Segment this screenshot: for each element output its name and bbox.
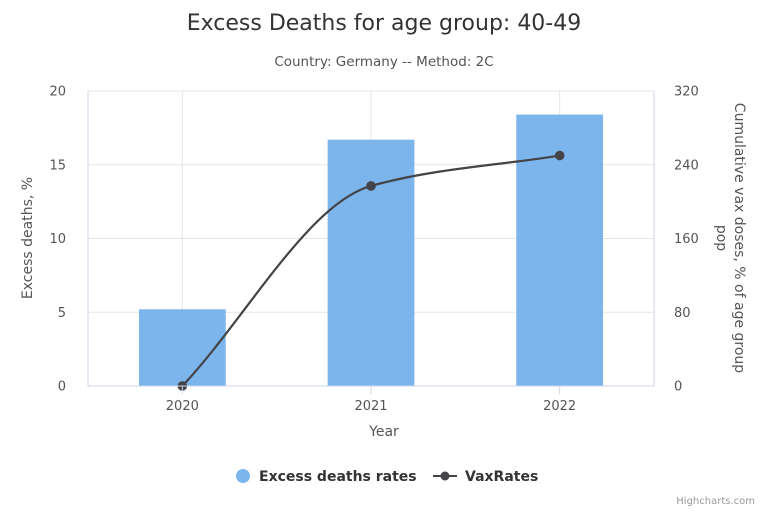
legend-item-excess-deaths[interactable]: Excess deaths rates	[236, 469, 417, 485]
legend-item-vaxrates[interactable]: VaxRates	[433, 469, 538, 485]
x-tick-label: 2020	[166, 399, 199, 414]
x-tick-label: 2021	[354, 399, 387, 414]
axes: 0 5 10 15 20 0 80 160 240 320 2020 2021 2022	[49, 85, 698, 415]
legend-swatch-marker	[440, 471, 450, 481]
line-series	[177, 150, 565, 391]
y-tick-label-right: 240	[674, 158, 699, 173]
x-tick-label: 2022	[543, 399, 576, 414]
y-tick-label-left: 20	[49, 85, 66, 100]
legend: Excess deaths rates VaxRates	[236, 469, 538, 485]
vaxrates-point-2021	[366, 181, 376, 191]
y-tick-label-right: 0	[674, 380, 682, 395]
vaxrates-line	[181, 154, 560, 387]
legend-label-excess-deaths: Excess deaths rates	[259, 469, 417, 485]
y-tick-label-left: 5	[58, 306, 66, 321]
y-tick-label-right: 320	[674, 85, 699, 100]
y-tick-label-right: 80	[674, 306, 691, 321]
bar-2021	[327, 139, 415, 386]
credits-link[interactable]: Highcharts.com	[676, 496, 755, 507]
y-axis-title-right: Cumulative vax doses, % of age group pop	[713, 103, 747, 374]
bar-2020	[138, 309, 226, 386]
bar-series	[138, 114, 604, 386]
y-axis-title-left: Excess deaths, %	[20, 177, 36, 299]
y-tick-label-left: 15	[49, 158, 66, 173]
chart-subtitle: Country: Germany -- Method: 2C	[274, 54, 493, 70]
y-axis-title-right-line1: Cumulative vax doses, % of age group	[731, 103, 747, 374]
legend-label-vaxrates: VaxRates	[465, 469, 538, 485]
y-tick-label-left: 10	[49, 232, 66, 247]
y-axis-title-right-line2: pop	[713, 225, 729, 251]
vaxrates-point-2022	[554, 150, 565, 161]
legend-swatch-bar	[236, 469, 250, 483]
chart-title: Excess Deaths for age group: 40-49	[187, 11, 582, 36]
y-tick-label-left: 0	[58, 380, 66, 395]
x-axis-title: Year	[368, 424, 399, 440]
y-tick-label-right: 160	[674, 232, 699, 247]
